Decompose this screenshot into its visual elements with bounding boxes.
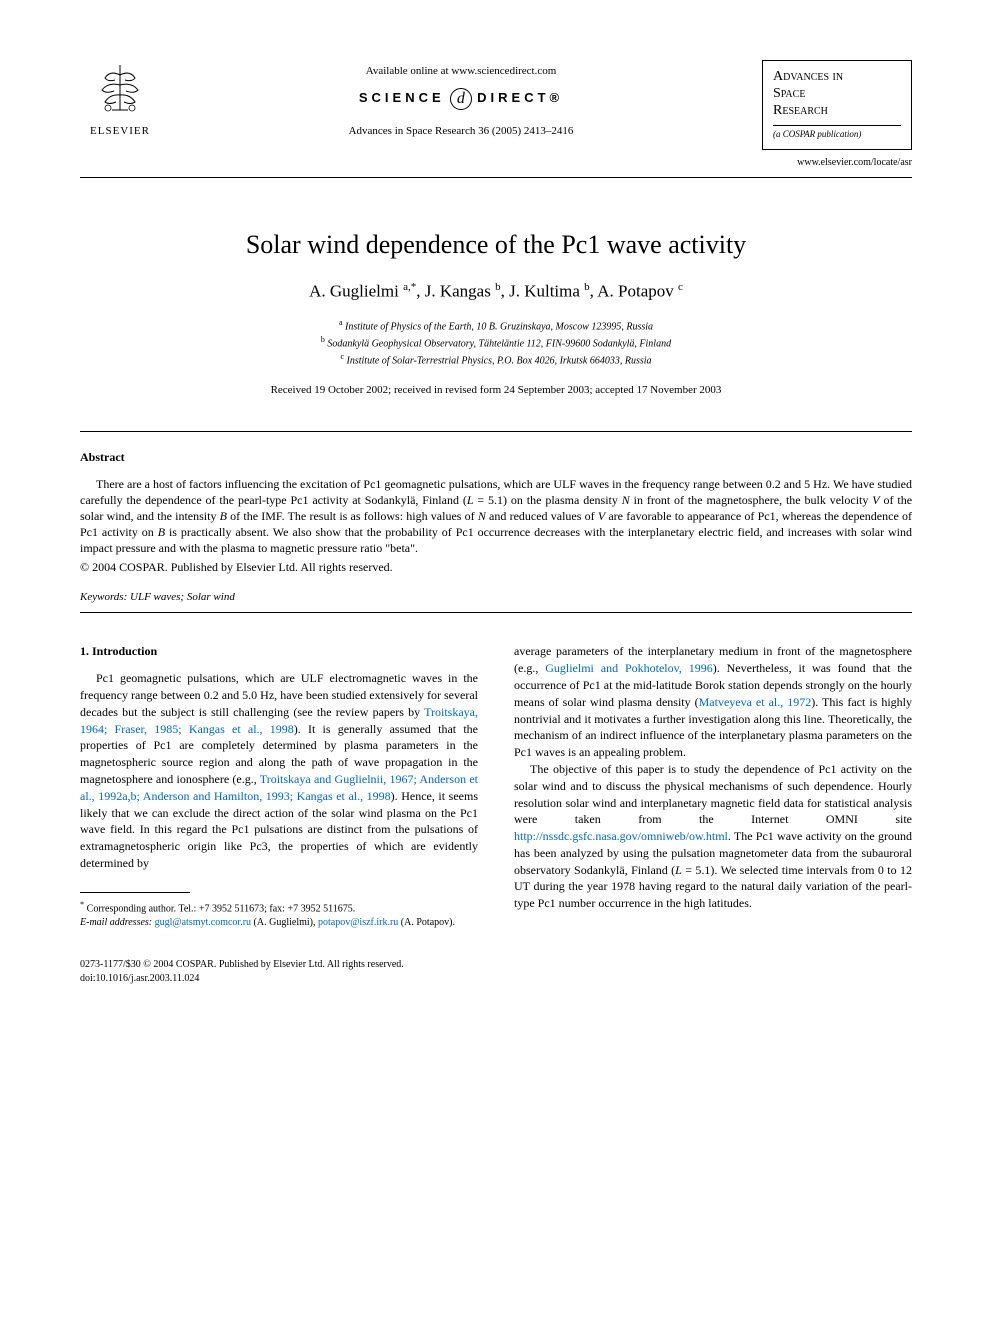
elsevier-logo-block: ELSEVIER xyxy=(80,60,160,138)
c2-ref1[interactable]: Guglielmi and Pokhotelov, 1996 xyxy=(545,661,713,675)
abs-V1: V xyxy=(872,493,879,507)
left-column: 1. Introduction Pc1 geomagnetic pulsatio… xyxy=(80,643,478,930)
author-1: A. Guglielmi xyxy=(309,282,399,301)
abs-N1: N xyxy=(622,493,630,507)
available-online-text: Available online at www.sciencedirect.co… xyxy=(160,64,762,78)
copyright-line: © 2004 COSPAR. Published by Elsevier Ltd… xyxy=(80,560,912,576)
header-rule xyxy=(80,177,912,178)
col2-paragraph-2: The objective of this paper is to study … xyxy=(514,761,912,912)
author-3: J. Kultima xyxy=(509,282,580,301)
footnote-email-1-who: (A. Guglielmi), xyxy=(251,917,318,928)
abs-t8: is practically absent. We also show that… xyxy=(80,525,912,555)
c2-t4: The objective of this paper is to study … xyxy=(514,762,912,826)
author-4-aff: c xyxy=(678,281,683,293)
abstract-top-rule xyxy=(80,431,912,432)
c2-L: L xyxy=(675,863,682,877)
elsevier-text: ELSEVIER xyxy=(80,124,160,138)
author-3-aff: b xyxy=(584,281,590,293)
c2-url[interactable]: http://nssdc.gsfc.nasa.gov/omniweb/ow.ht… xyxy=(514,829,728,843)
paper-title: Solar wind dependence of the Pc1 wave ac… xyxy=(80,228,912,262)
dates-line: Received 19 October 2002; received in re… xyxy=(80,383,912,397)
journal-subtitle: (a COSPAR publication) xyxy=(773,125,901,141)
abs-L1: L xyxy=(467,493,474,507)
journal-reference: Advances in Space Research 36 (2005) 241… xyxy=(160,124,762,138)
journal-name-l3: Research xyxy=(773,103,828,118)
journal-name: Advances in Space Research xyxy=(773,69,901,119)
c2-ref2[interactable]: Matveyeva et al., 1972 xyxy=(699,695,812,709)
footnote-email-2[interactable]: potapov@iszf.irk.ru xyxy=(318,917,398,928)
footnote-block: * Corresponding author. Tel.: +7 3952 51… xyxy=(80,899,478,930)
journal-name-l1: Advances in xyxy=(773,69,843,84)
footer-copyright: 0273-1177/$30 © 2004 COSPAR. Published b… xyxy=(80,958,912,972)
c1-t1: Pc1 geomagnetic pulsations, which are UL… xyxy=(80,671,478,719)
sd-d-icon: d xyxy=(450,88,472,110)
right-column: average parameters of the interplanetary… xyxy=(514,643,912,930)
two-column-body: 1. Introduction Pc1 geomagnetic pulsatio… xyxy=(80,643,912,930)
abs-t5: of the IMF. The result is as follows: hi… xyxy=(227,509,478,523)
col2-paragraph-1: average parameters of the interplanetary… xyxy=(514,643,912,761)
affiliations: a Institute of Physics of the Earth, 10 … xyxy=(80,317,912,369)
journal-url: www.elsevier.com/locate/asr xyxy=(762,156,912,169)
sd-left: SCIENCE xyxy=(359,90,445,105)
keywords-label: Keywords: xyxy=(80,591,127,603)
abstract-heading: Abstract xyxy=(80,450,912,466)
author-1-aff: a,* xyxy=(403,281,416,293)
journal-box: Advances in Space Research (a COSPAR pub… xyxy=(762,60,912,150)
abs-B2: B xyxy=(158,525,165,539)
keywords-rule xyxy=(80,612,912,613)
abs-t2: = 5.1) on the plasma density xyxy=(474,493,622,507)
abstract-body: There are a host of factors influencing … xyxy=(80,476,912,557)
footer-doi: doi:10.1016/j.asr.2003.11.024 xyxy=(80,972,912,986)
sciencedirect-logo: SCIENCE d DIRECT® xyxy=(160,88,762,110)
abs-B1: B xyxy=(220,509,227,523)
center-header: Available online at www.sciencedirect.co… xyxy=(160,60,762,139)
footnote-email-1[interactable]: gugl@atsmyt.comcor.ru xyxy=(155,917,251,928)
footnote-separator xyxy=(80,892,190,893)
author-2-aff: b xyxy=(495,281,501,293)
affiliation-c: Institute of Solar-Terrestrial Physics, … xyxy=(347,356,652,367)
journal-box-wrapper: Advances in Space Research (a COSPAR pub… xyxy=(762,60,912,169)
keywords-text: ULF waves; Solar wind xyxy=(127,591,235,603)
footnote-email-2-who: (A. Potapov). xyxy=(398,917,455,928)
footnote-corr: Corresponding author. Tel.: +7 3952 5116… xyxy=(84,903,355,914)
affiliation-b: Sodankylä Geophysical Observatory, Tähte… xyxy=(327,338,671,349)
section-1-heading: 1. Introduction xyxy=(80,643,478,660)
author-4: A. Potapov xyxy=(597,282,674,301)
authors-line: A. Guglielmi a,*, J. Kangas b, J. Kultim… xyxy=(80,280,912,303)
abs-t3: in front of the magnetosphere, the bulk … xyxy=(630,493,873,507)
journal-name-l2: Space xyxy=(773,86,805,101)
abs-N2: N xyxy=(478,509,486,523)
abs-t6: and reduced values of xyxy=(486,509,598,523)
author-2: J. Kangas xyxy=(425,282,491,301)
elsevier-tree-icon xyxy=(90,60,150,120)
header-row: ELSEVIER Available online at www.science… xyxy=(80,60,912,169)
affiliation-a: Institute of Physics of the Earth, 10 B.… xyxy=(345,321,653,332)
footer-block: 0273-1177/$30 © 2004 COSPAR. Published b… xyxy=(80,958,912,986)
footnote-email-label: E-mail addresses: xyxy=(80,917,152,928)
sd-right: DIRECT® xyxy=(477,90,563,105)
col1-paragraph-1: Pc1 geomagnetic pulsations, which are UL… xyxy=(80,670,478,872)
keywords-line: Keywords: ULF waves; Solar wind xyxy=(80,590,912,604)
